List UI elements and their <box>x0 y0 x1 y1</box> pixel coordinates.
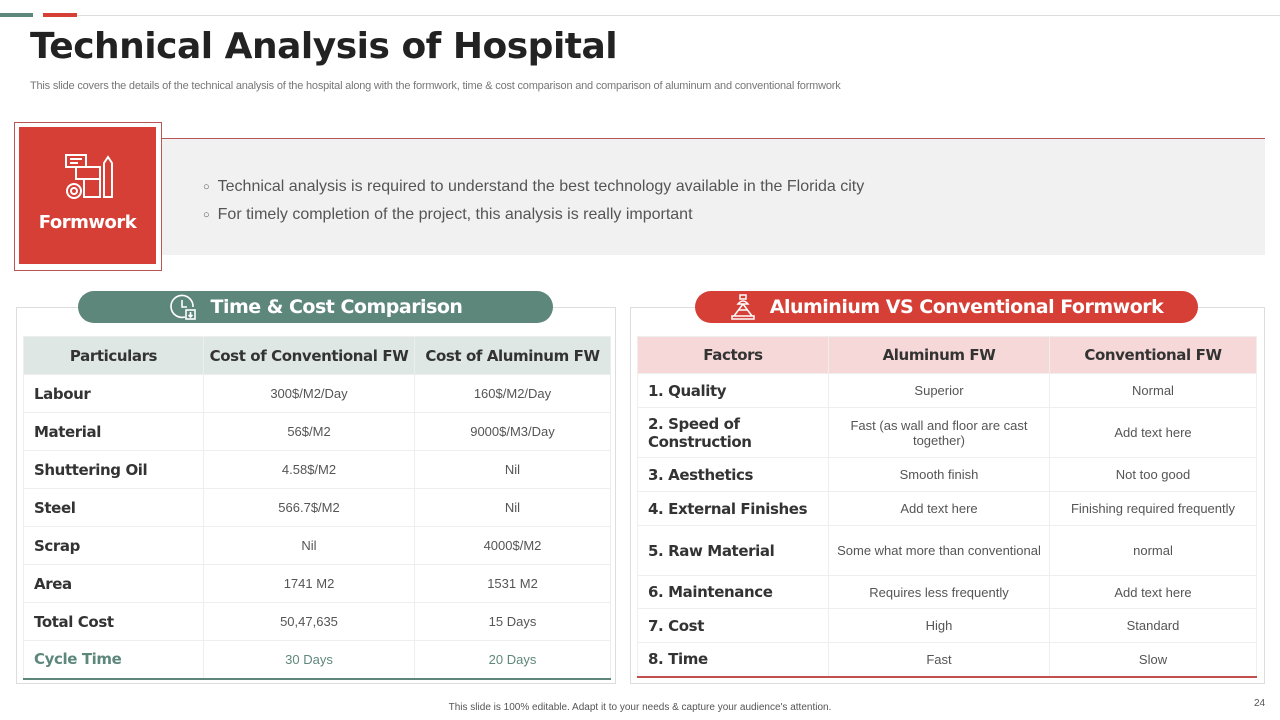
column-header: Particulars <box>23 336 204 375</box>
cell: 30 Days <box>203 640 415 680</box>
row-label: 8. Time <box>637 642 829 678</box>
cell: 56$/M2 <box>203 412 415 451</box>
cell: Nil <box>414 488 611 527</box>
column-header: Cost of Conventional FW <box>203 336 415 375</box>
cell: 1531 M2 <box>414 564 611 603</box>
table-header-row: Factors Aluminum FW Conventional FW <box>637 336 1257 374</box>
cell: Requires less frequently <box>828 575 1050 609</box>
table-row: 1. Quality Superior Normal <box>637 373 1257 408</box>
blueprint-gear-pencil-icon <box>64 154 113 199</box>
cell: 9000$/M3/Day <box>414 412 611 451</box>
cell: 300$/M2/Day <box>203 374 415 413</box>
table-header-row: Particulars Cost of Conventional FW Cost… <box>23 336 611 375</box>
row-label: Cycle Time <box>23 640 204 680</box>
row-label: 7. Cost <box>637 608 829 643</box>
column-header: Factors <box>637 336 829 374</box>
bullet-item: Technical analysis is required to unders… <box>203 176 865 204</box>
cell: 50,47,635 <box>203 602 415 641</box>
column-header: Aluminum FW <box>828 336 1050 374</box>
cell: Nil <box>414 450 611 489</box>
clock-download-icon <box>169 294 196 320</box>
table-row: Cycle Time 30 Days 20 Days <box>23 640 611 680</box>
cell: Standard <box>1049 608 1257 643</box>
table-row: Area 1741 M2 1531 M2 <box>23 564 611 603</box>
alu-conv-title: Aluminium VS Conventional Formwork <box>769 296 1164 318</box>
time-cost-table: Particulars Cost of Conventional FW Cost… <box>23 336 611 680</box>
time-cost-title: Time & Cost Comparison <box>210 296 463 318</box>
table-row: 3. Aesthetics Smooth finish Not too good <box>637 457 1257 492</box>
cell: Fast <box>828 642 1050 678</box>
row-label: Labour <box>23 374 204 413</box>
cell: 20 Days <box>414 640 611 680</box>
accent-bar-red <box>43 13 77 17</box>
table-row: 8. Time Fast Slow <box>637 642 1257 678</box>
top-divider <box>77 15 1280 16</box>
table-row: Steel 566.7$/M2 Nil <box>23 488 611 527</box>
cell: 4.58$/M2 <box>203 450 415 489</box>
formwork-label: Formwork <box>38 212 137 233</box>
cell: Add text here <box>1049 575 1257 609</box>
cell: normal <box>1049 525 1257 576</box>
cell: Nil <box>203 526 415 565</box>
row-label: Material <box>23 412 204 451</box>
cell: Add text here <box>1049 407 1257 458</box>
building-crane-icon <box>730 294 755 320</box>
row-label: 4. External Finishes <box>637 491 829 526</box>
cell: 160$/M2/Day <box>414 374 611 413</box>
row-label: Area <box>23 564 204 603</box>
bullet-item: For timely completion of the project, th… <box>203 204 864 232</box>
page-number: 24 <box>1254 698 1266 709</box>
cell: 566.7$/M2 <box>203 488 415 527</box>
table-row: 5. Raw Material Some what more than conve… <box>637 525 1257 576</box>
page-subtitle: This slide covers the details of the tec… <box>30 80 841 92</box>
table-row: Labour 300$/M2/Day 160$/M2/Day <box>23 374 611 413</box>
cell: 1741 M2 <box>203 564 415 603</box>
cell: Fast (as wall and floor are cast togethe… <box>828 407 1050 458</box>
row-label: Steel <box>23 488 204 527</box>
page-title: Technical Analysis of Hospital <box>30 26 618 67</box>
cell: Superior <box>828 373 1050 408</box>
cell: 4000$/M2 <box>414 526 611 565</box>
row-label: Scrap <box>23 526 204 565</box>
cell: Finishing required frequently <box>1049 491 1257 526</box>
column-header: Cost of Aluminum FW <box>414 336 611 375</box>
column-header: Conventional FW <box>1049 336 1257 374</box>
row-label: 1. Quality <box>637 373 829 408</box>
cell: 15 Days <box>414 602 611 641</box>
formwork-tile: Formwork <box>19 127 156 264</box>
alu-conv-header: Aluminium VS Conventional Formwork <box>695 291 1198 323</box>
table-row: 4. External Finishes Add text here Finishi… <box>637 491 1257 526</box>
table-row: 6. Maintenance Requires less frequently Ad… <box>637 575 1257 609</box>
cell: Slow <box>1049 642 1257 678</box>
cell: Add text here <box>828 491 1050 526</box>
cell: Some what more than conventional <box>828 525 1050 576</box>
row-label: 5. Raw Material <box>637 525 829 576</box>
formwork-frame <box>14 122 162 271</box>
cell: Normal <box>1049 373 1257 408</box>
row-label: 2. Speed of Construction <box>637 407 829 458</box>
row-label: Shuttering Oil <box>23 450 204 489</box>
alu-conv-table: Factors Aluminum FW Conventional FW 1. Q… <box>637 336 1257 678</box>
table-row: Material 56$/M2 9000$/M3/Day <box>23 412 611 451</box>
row-label: 6. Maintenance <box>637 575 829 609</box>
table-row: Shuttering Oil 4.58$/M2 Nil <box>23 450 611 489</box>
table-row: Scrap Nil 4000$/M2 <box>23 526 611 565</box>
table-row: 7. Cost High Standard <box>637 608 1257 643</box>
row-label: 3. Aesthetics <box>637 457 829 492</box>
row-label: Total Cost <box>23 602 204 641</box>
table-row: 2. Speed of Construction Fast (as wall an… <box>637 407 1257 458</box>
cell: Smooth finish <box>828 457 1050 492</box>
cell: High <box>828 608 1050 643</box>
time-cost-header: Time & Cost Comparison <box>78 291 553 323</box>
table-row: Total Cost 50,47,635 15 Days <box>23 602 611 641</box>
cell: Not too good <box>1049 457 1257 492</box>
accent-bar-green <box>0 13 33 17</box>
formwork-bullets: Technical analysis is required to unders… <box>203 176 865 232</box>
footer-note: This slide is 100% editable. Adapt it to… <box>448 702 832 713</box>
